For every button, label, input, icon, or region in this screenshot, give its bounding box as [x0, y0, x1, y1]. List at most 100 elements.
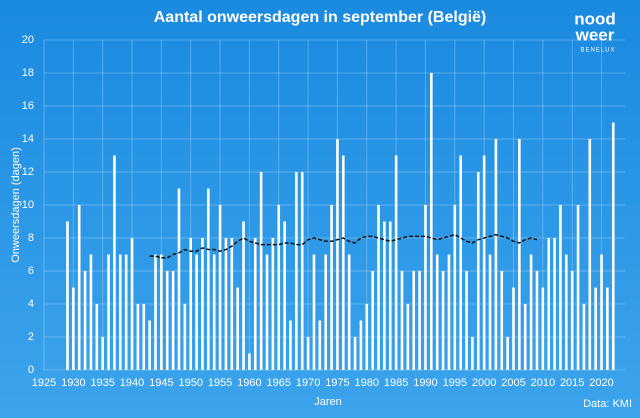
- y-tick-label: 0: [28, 364, 34, 376]
- logo: nood weer BENELUX: [574, 9, 616, 53]
- bar: [160, 254, 163, 370]
- bar: [441, 271, 445, 370]
- bar: [488, 254, 492, 370]
- bar: [189, 238, 193, 370]
- bar: [330, 205, 333, 370]
- bar: [253, 238, 257, 370]
- bar: [570, 271, 574, 370]
- bar: [136, 304, 140, 370]
- bar: [347, 254, 351, 370]
- bar: [318, 320, 322, 370]
- bar: [66, 221, 69, 370]
- x-tick-label: 2020: [589, 377, 613, 389]
- logo-text: nood: [574, 9, 616, 28]
- y-tick-label: 2: [28, 331, 34, 343]
- bar: [342, 155, 345, 370]
- bar: [336, 139, 339, 370]
- bar: [482, 155, 486, 370]
- bar: [265, 254, 269, 370]
- bar: [177, 188, 181, 370]
- x-tick-label: 2015: [560, 377, 584, 389]
- y-tick-label: 12: [22, 166, 34, 178]
- bar: [418, 271, 421, 370]
- bar: [600, 254, 603, 370]
- bar: [541, 287, 545, 370]
- y-tick-label: 6: [28, 265, 34, 277]
- bar: [118, 254, 122, 370]
- bar: [83, 271, 87, 370]
- bar: [365, 304, 369, 370]
- x-tick-label: 2005: [501, 377, 525, 389]
- y-tick-label: 18: [22, 67, 34, 79]
- bar: [606, 287, 609, 370]
- x-tick-label: 1940: [120, 377, 144, 389]
- y-tick-label: 10: [22, 199, 34, 211]
- bar: [107, 254, 110, 370]
- bar: [224, 238, 228, 370]
- bar: [130, 238, 134, 370]
- bar: [588, 139, 592, 370]
- x-axis-label: Jaren: [314, 396, 342, 408]
- bar: [230, 238, 234, 370]
- bar: [535, 271, 539, 370]
- x-tick-label: 2000: [472, 377, 496, 389]
- y-tick-label: 8: [28, 232, 34, 244]
- x-tick-label: 1955: [208, 377, 232, 389]
- x-tick-label: 1930: [61, 377, 85, 389]
- source: Data: KMI: [583, 398, 632, 410]
- bar: [277, 205, 281, 370]
- bar: [77, 205, 81, 370]
- y-tick-label: 4: [28, 298, 34, 310]
- bar: [306, 337, 310, 370]
- bar: [494, 139, 498, 370]
- bar: [394, 155, 398, 370]
- bar: [594, 287, 597, 370]
- bar: [295, 172, 298, 370]
- x-tick-label: 1970: [296, 377, 320, 389]
- logo-text: BENELUX: [580, 48, 615, 54]
- bar: [424, 205, 427, 370]
- bar: [165, 271, 169, 370]
- x-tick-label: 2010: [531, 377, 555, 389]
- bar: [324, 254, 327, 370]
- bar: [289, 320, 292, 370]
- x-tick-label: 1950: [178, 377, 202, 389]
- bar: [388, 221, 392, 370]
- bar: [171, 271, 175, 370]
- x-tick-label: 1945: [149, 377, 173, 389]
- bar: [283, 221, 286, 370]
- bar: [611, 122, 615, 370]
- bar: [453, 205, 457, 370]
- x-tick-label: 1960: [237, 377, 261, 389]
- x-tick-label: 1975: [325, 377, 349, 389]
- bar: [512, 287, 515, 370]
- y-axis-label: Onweersdagen (dagen): [10, 147, 22, 263]
- bar: [500, 271, 504, 370]
- bar: [383, 221, 386, 370]
- bar: [430, 73, 433, 370]
- bar: [154, 254, 157, 370]
- bar: [195, 254, 198, 370]
- bar: [236, 287, 239, 370]
- y-tick-label: 14: [22, 133, 34, 145]
- bar: [212, 254, 216, 370]
- moving-average-line: [149, 233, 538, 259]
- bar: [201, 238, 204, 370]
- x-tick-label: 1995: [443, 377, 467, 389]
- bar: [89, 254, 93, 370]
- bar: [447, 254, 451, 370]
- bar: [476, 172, 480, 370]
- chart-title: Aantal onweersdagen in september (België…: [154, 9, 487, 26]
- bar: [207, 188, 210, 370]
- bar: [465, 271, 468, 370]
- bar: [312, 254, 316, 370]
- bar: [259, 172, 263, 370]
- bar: [582, 304, 586, 370]
- bar: [400, 271, 404, 370]
- bar: [377, 205, 380, 370]
- bar: [406, 304, 410, 370]
- bar: [547, 238, 551, 370]
- bar: [142, 304, 146, 370]
- bar: [565, 254, 568, 370]
